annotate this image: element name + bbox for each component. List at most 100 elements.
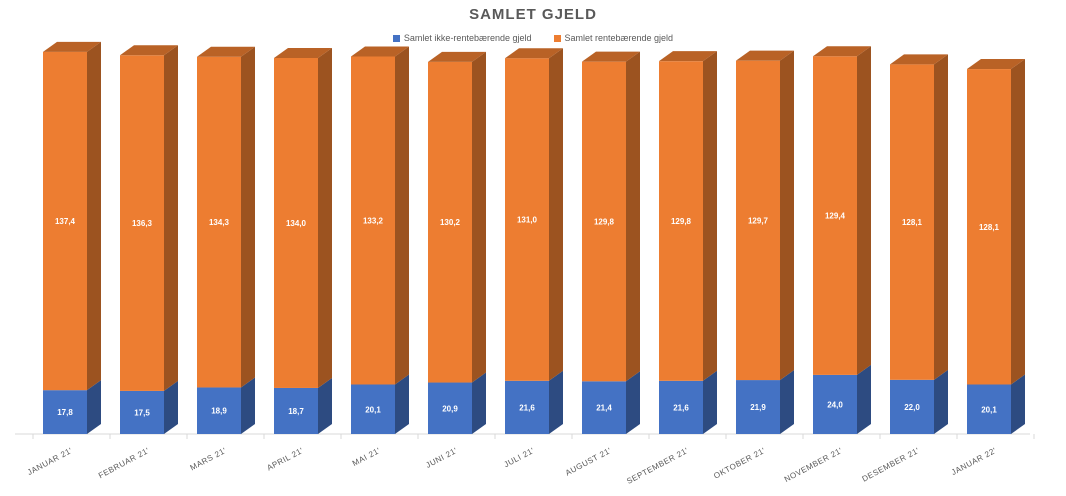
bar-top-interest (736, 50, 794, 61)
data-label-non-interest: 18,7 (288, 407, 304, 416)
bar-non-interest (428, 382, 472, 434)
data-label-non-interest: 20,9 (442, 404, 458, 413)
bar-side-non-interest (318, 377, 332, 434)
bar-non-interest (274, 387, 318, 434)
bar-side-interest (241, 46, 255, 388)
x-tick-label: MAI 21' (351, 446, 382, 468)
bar-side-interest (318, 47, 332, 388)
data-label-interest: 130,2 (440, 218, 461, 227)
bar-non-interest (967, 384, 1011, 434)
data-label-non-interest: 24,0 (827, 400, 843, 409)
bar-non-interest (197, 387, 241, 434)
x-tick-label: MARS 21' (189, 446, 228, 473)
bar-interest (582, 61, 626, 382)
data-label-interest: 129,7 (748, 216, 769, 225)
bar-top-interest (274, 47, 332, 58)
bar-non-interest (890, 379, 934, 434)
data-label-non-interest: 21,9 (750, 403, 766, 412)
bar-interest (890, 64, 934, 380)
data-label-interest: 129,4 (825, 212, 846, 221)
data-label-interest: 133,2 (363, 217, 384, 226)
bar-side-interest (626, 51, 640, 382)
bar-interest (274, 57, 318, 388)
bar-side-non-interest (780, 370, 794, 434)
data-label-interest: 137,4 (55, 217, 76, 226)
bar-non-interest (351, 384, 395, 434)
data-label-non-interest: 17,5 (134, 408, 150, 417)
x-tick-label: JANUAR 21' (26, 446, 74, 477)
bar-interest (659, 61, 703, 381)
data-label-non-interest: 22,0 (904, 403, 920, 412)
data-label-interest: 128,1 (902, 218, 923, 227)
bar-side-interest (87, 41, 101, 391)
x-tick-label: FEBRUAR 21' (97, 446, 151, 480)
x-tick-label: AUGUST 21' (564, 446, 613, 478)
x-tick-label: NOVEMBER 21' (783, 446, 844, 484)
bar-non-interest (43, 390, 87, 434)
bar-side-interest (549, 48, 563, 381)
bar-interest (967, 69, 1011, 385)
bar-top-interest (967, 59, 1025, 70)
x-tick-label: DESEMBER 21' (861, 446, 921, 484)
x-tick-label: SEPTEMBER 21' (625, 446, 690, 486)
bar-interest (120, 55, 164, 391)
bar-side-interest (164, 45, 178, 391)
bar-side-non-interest (626, 371, 640, 434)
bar-top-interest (351, 46, 409, 57)
data-label-non-interest: 20,1 (365, 405, 381, 414)
legend-swatch-non-interest (392, 34, 400, 42)
bar-side-interest (395, 46, 409, 385)
data-label-non-interest: 18,9 (211, 407, 227, 416)
data-label-interest: 131,0 (517, 216, 538, 225)
bar-top-interest (428, 51, 486, 62)
legend-item-non-interest: Samlet ikke-rentebærende gjeld (392, 33, 532, 43)
x-tick-label: JUNI 21' (424, 446, 459, 470)
bar-non-interest (582, 381, 626, 434)
bar-interest (813, 56, 857, 375)
bar-side-non-interest (472, 372, 486, 434)
bar-top-interest (120, 45, 178, 56)
data-label-interest: 136,3 (132, 219, 153, 228)
data-label-interest: 134,3 (209, 218, 230, 227)
legend-label-interest: Samlet rentebærende gjeld (564, 33, 674, 43)
bar-interest (428, 61, 472, 383)
bar-side-non-interest (395, 374, 409, 434)
bar-side-non-interest (857, 364, 871, 434)
bar-non-interest (813, 374, 857, 434)
bar-side-interest (934, 54, 948, 380)
chart-title: SAMLET GJELD (469, 6, 597, 23)
bar-side-non-interest (549, 370, 563, 434)
data-label-non-interest: 17,8 (57, 408, 73, 417)
data-label-non-interest: 21,4 (596, 404, 612, 413)
data-label-interest: 134,0 (286, 219, 307, 228)
data-label-interest: 129,8 (671, 217, 692, 226)
bar-side-non-interest (164, 380, 178, 434)
x-tick-label: OKTOBER 21' (712, 446, 767, 481)
bar-side-non-interest (934, 369, 948, 434)
data-label-interest: 129,8 (594, 217, 615, 226)
legend: Samlet ikke-rentebærende gjeld Samlet re… (0, 33, 1066, 43)
bar-interest (736, 60, 780, 381)
bar-top-interest (43, 41, 101, 52)
x-tick-label: JULI 21' (502, 446, 535, 469)
x-tick-label: JANUAR 22' (950, 446, 998, 477)
bar-side-non-interest (241, 377, 255, 434)
bar-interest (43, 51, 87, 391)
bar-side-non-interest (703, 370, 717, 434)
data-label-non-interest: 20,1 (981, 405, 997, 414)
x-tick-label: APRIL 21' (265, 446, 305, 473)
bar-side-interest (1011, 59, 1025, 385)
bar-non-interest (659, 380, 703, 434)
bar-non-interest (505, 380, 549, 434)
legend-swatch-interest (553, 34, 561, 42)
data-label-interest: 128,1 (979, 223, 1000, 232)
bar-non-interest (120, 390, 164, 434)
legend-label-non-interest: Samlet ikke-rentebærende gjeld (403, 33, 532, 43)
bar-side-interest (472, 51, 486, 383)
bar-side-interest (703, 51, 717, 381)
bar-side-non-interest (1011, 374, 1025, 434)
bar-side-non-interest (87, 380, 101, 434)
bar-top-interest (197, 46, 255, 57)
legend-item-interest: Samlet rentebærende gjeld (553, 33, 674, 43)
